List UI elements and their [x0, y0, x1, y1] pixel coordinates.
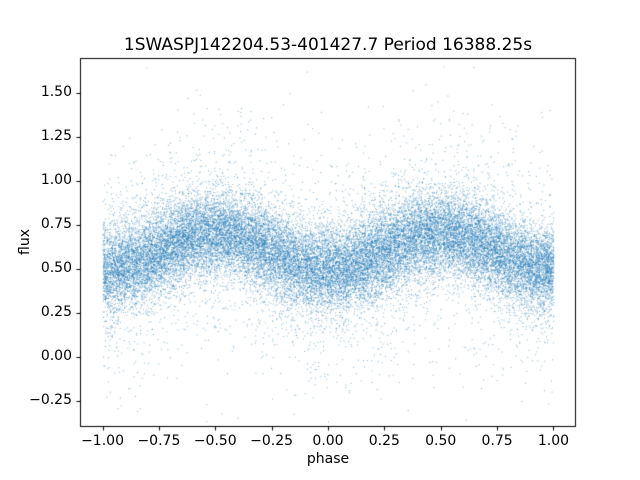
x-tick-label: 0.75	[481, 433, 513, 449]
x-tick-label: 0.00	[312, 433, 344, 449]
x-tick-label: 1.00	[537, 433, 570, 449]
y-tick-label: 1.50	[40, 84, 72, 101]
x-tick-label: 0.25	[368, 433, 400, 449]
y-axis-label: flux	[17, 229, 33, 255]
x-tick-label: −0.75	[137, 433, 181, 449]
y-tick-label: 1.25	[40, 128, 72, 145]
x-tick-label: 0.50	[425, 433, 457, 449]
y-tick-label: 0.50	[40, 259, 72, 276]
y-tick-label: 1.00	[40, 172, 72, 188]
chart-title: 1SWASPJ142204.53-401427.7 Period 16388.2…	[123, 35, 533, 55]
x-axis-label: phase	[306, 451, 350, 467]
y-tick-label: 0.75	[40, 215, 72, 232]
x-tick-label: −0.50	[193, 433, 237, 449]
y-tick-label: 0.00	[40, 347, 72, 364]
y-tick-label: 0.25	[40, 303, 72, 320]
x-tick-label: −0.25	[250, 433, 294, 449]
x-tick-label: −1.00	[81, 433, 124, 449]
y-tick-label: −0.25	[29, 391, 72, 408]
